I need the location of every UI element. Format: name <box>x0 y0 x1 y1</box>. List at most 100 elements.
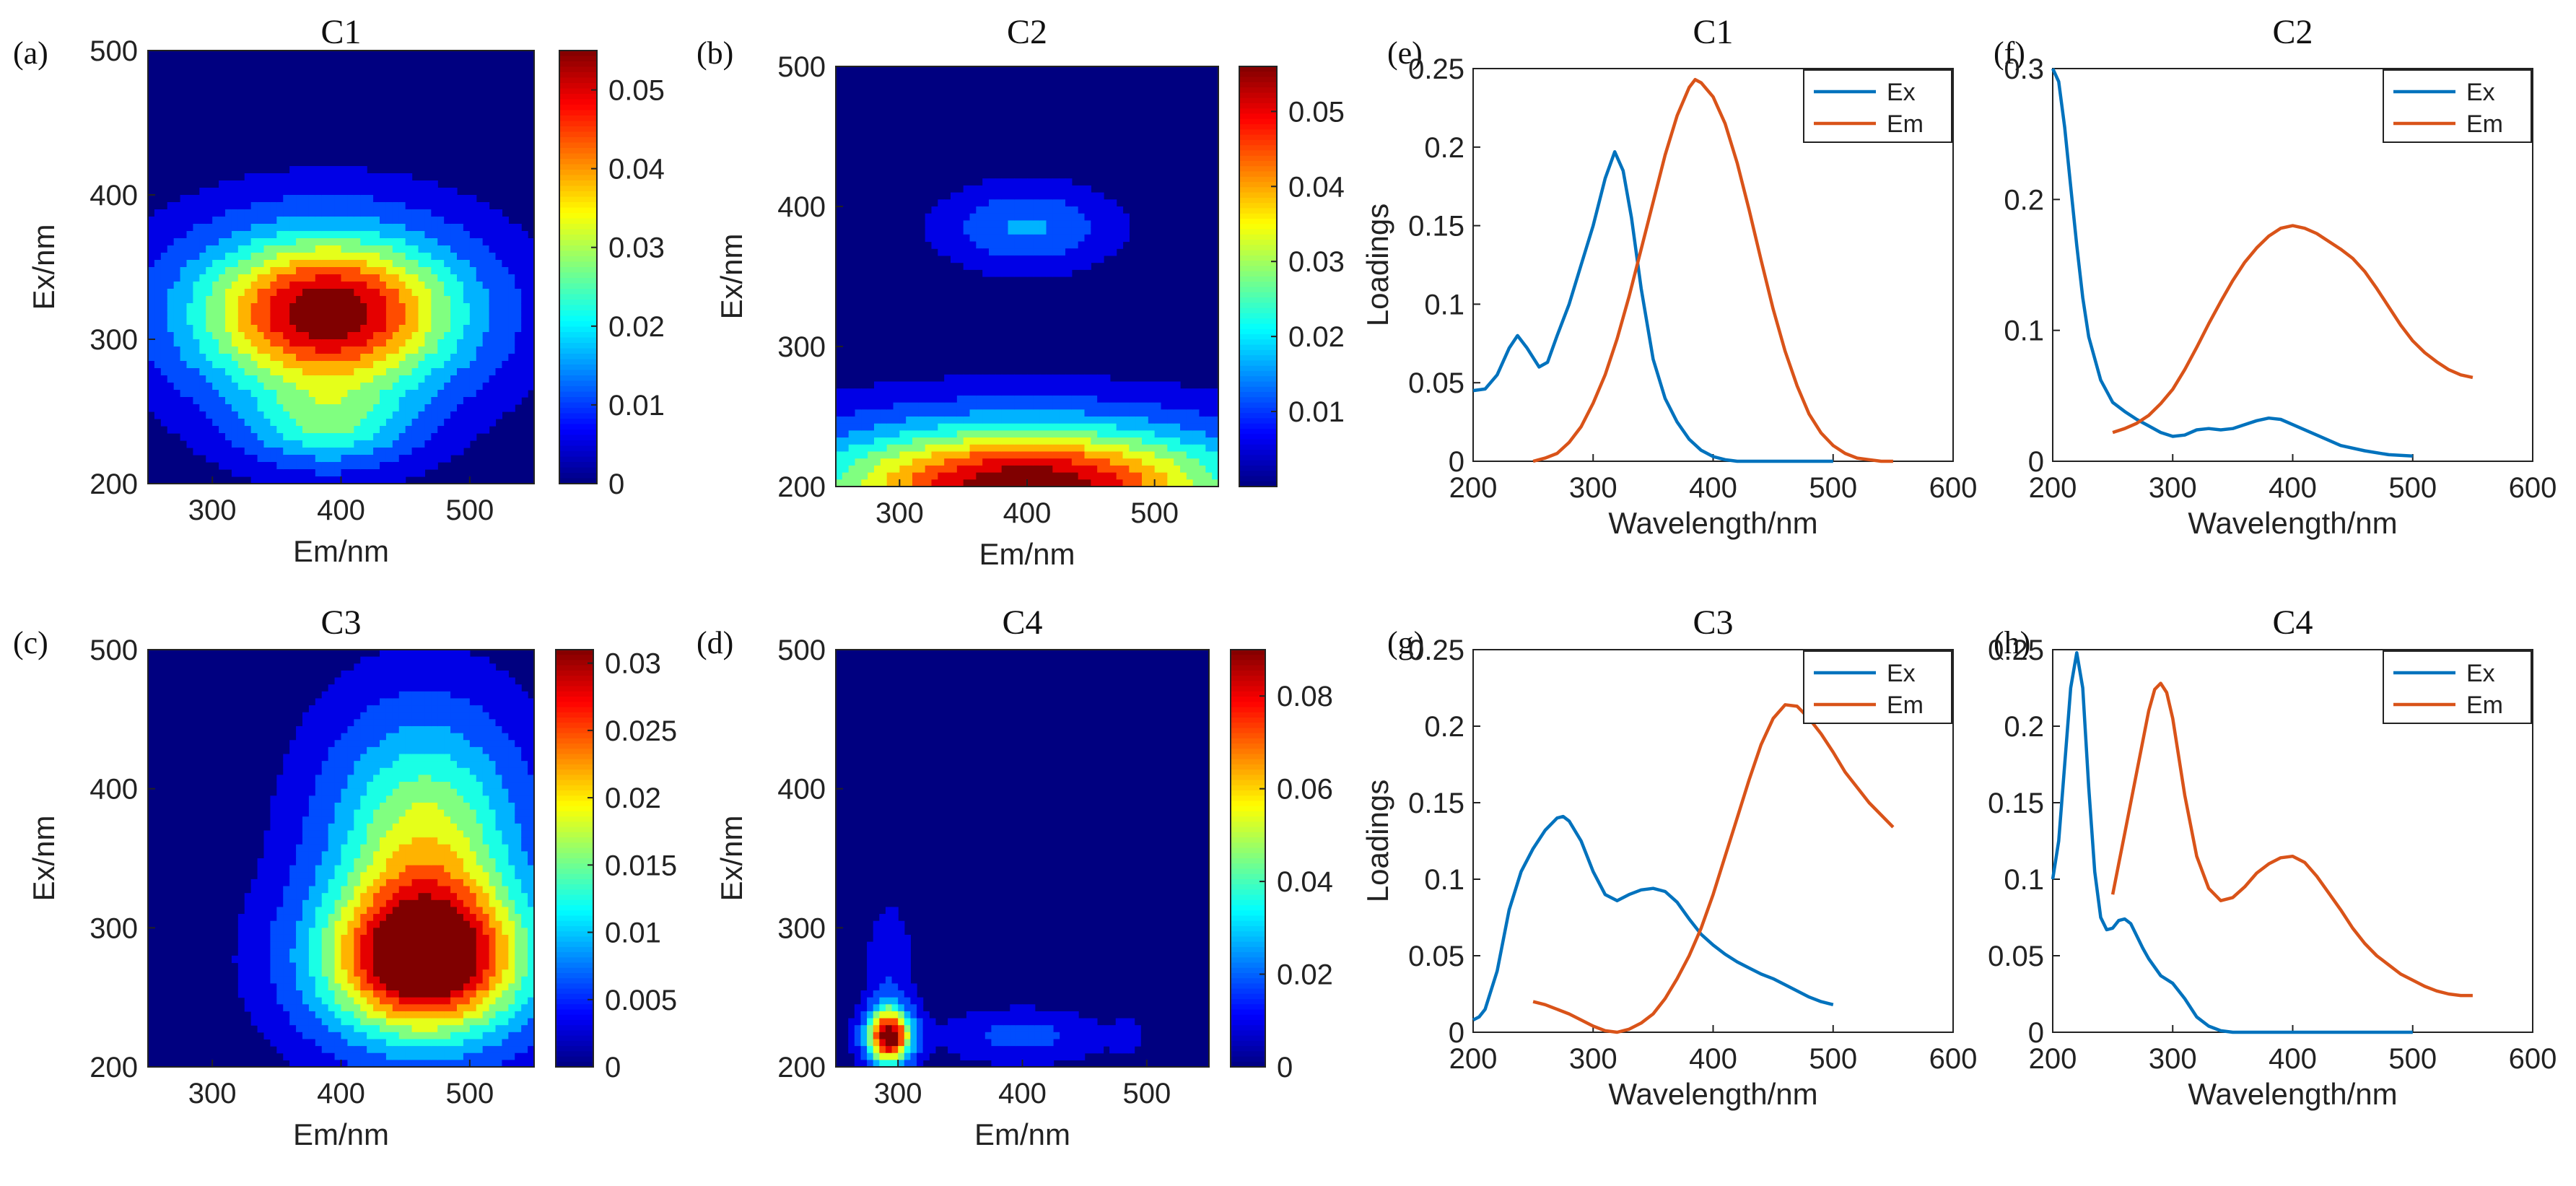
heatmap-cell <box>270 397 277 405</box>
heatmap-cell <box>360 997 367 1005</box>
heatmap-cell <box>302 865 310 873</box>
heatmap-cell <box>437 361 445 369</box>
heatmap-cell <box>360 705 367 713</box>
heatmap-cell <box>283 448 290 455</box>
heatmap-cell <box>199 404 206 412</box>
heatmap-cell <box>257 1018 265 1026</box>
heatmap-cell <box>380 698 387 706</box>
heatmap-cell <box>296 245 303 253</box>
heatmap-cell <box>225 310 232 318</box>
heatmap-cell <box>289 361 297 369</box>
heatmap-cell <box>296 383 303 391</box>
heatmap-cell <box>354 1025 361 1033</box>
colorbar-band <box>559 224 597 230</box>
heatmap-cell <box>315 969 323 977</box>
heatmap-cell <box>283 274 290 282</box>
heatmap-cell <box>1059 472 1066 480</box>
heatmap-cell <box>380 188 387 196</box>
heatmap-cell <box>1008 185 1015 193</box>
heatmap-cell <box>405 209 413 217</box>
heatmap-cell <box>237 934 245 943</box>
heatmap-cell <box>206 289 213 297</box>
heatmap-cell <box>398 754 406 762</box>
heatmap-cell <box>1027 241 1034 249</box>
heatmap-cell <box>219 404 226 412</box>
heatmap-cell <box>380 231 387 239</box>
heatmap-cell <box>385 180 393 188</box>
heatmap-cell <box>289 375 297 383</box>
heatmap-cell <box>373 837 380 845</box>
heatmap-cell <box>225 267 232 275</box>
heatmap-cell <box>437 245 445 253</box>
heatmap-cell <box>944 479 951 487</box>
heatmap-cell <box>354 440 361 448</box>
heatmap-cell <box>167 296 175 304</box>
heatmap-cell <box>360 955 367 964</box>
heatmap-cell <box>148 303 155 311</box>
heatmap-cell <box>231 426 239 434</box>
heatmap-cell <box>1097 395 1104 404</box>
heatmap-cell <box>1065 255 1073 263</box>
heatmap-cell <box>1059 430 1066 438</box>
heatmap-cell <box>398 346 406 354</box>
heatmap-cell <box>328 782 336 790</box>
heatmap-cell <box>373 705 380 713</box>
heatmap-cell <box>951 206 958 214</box>
heatmap-cell <box>276 195 284 203</box>
heatmap-cell <box>515 245 522 253</box>
heatmap-cell <box>495 368 503 376</box>
heatmap-cell <box>1014 255 1021 263</box>
heatmap-cell <box>263 253 271 261</box>
heatmap-cell <box>1091 241 1098 249</box>
colorbar-band <box>1239 292 1277 298</box>
heatmap-cell <box>502 289 509 297</box>
heatmap-cell <box>1039 227 1047 235</box>
heatmap-cell <box>289 296 297 304</box>
heatmap-cell <box>173 217 181 224</box>
heatmap-cell <box>380 390 387 398</box>
heatmap-cell <box>1027 220 1034 228</box>
heatmap-cell <box>982 248 990 256</box>
heatmap-cell <box>1078 192 1086 200</box>
heatmap-cell <box>360 656 367 664</box>
heatmap-cell <box>476 253 484 261</box>
heatmap-cell <box>347 1025 354 1033</box>
heatmap-cell <box>354 368 361 376</box>
heatmap-cell <box>263 1025 271 1033</box>
heatmap-cell <box>302 1032 310 1040</box>
heatmap-cell <box>1097 374 1104 383</box>
heatmap-cell <box>861 437 868 445</box>
heatmap-cell <box>186 296 194 304</box>
heatmap-cell <box>315 310 323 318</box>
heatmap-cell <box>257 375 265 383</box>
heatmap-cell <box>1084 417 1091 424</box>
heatmap-cell <box>270 914 277 922</box>
heatmap-cell <box>931 437 938 445</box>
heatmap-cell <box>385 303 393 311</box>
heatmap-cell <box>489 245 497 253</box>
heatmap-cell <box>1021 241 1028 249</box>
heatmap-cell <box>1021 248 1028 256</box>
heatmap-cell <box>385 788 393 796</box>
heatmap-cell <box>925 423 933 431</box>
heatmap-cell <box>1001 248 1009 256</box>
heatmap-cell <box>1059 479 1066 487</box>
colorbar-band <box>559 326 597 333</box>
heatmap-cell <box>263 983 271 991</box>
heatmap-cell <box>341 1004 349 1012</box>
heatmap-cell <box>173 368 181 376</box>
heatmap-cell <box>263 941 271 949</box>
heatmap-cell <box>373 719 380 727</box>
heatmap-cell <box>328 375 336 383</box>
heatmap-cell <box>199 195 206 203</box>
heatmap-cell <box>263 426 271 434</box>
heatmap-cell <box>237 332 245 340</box>
heatmap-cell <box>360 761 367 769</box>
heatmap-cell <box>328 202 336 210</box>
heatmap-cell <box>354 339 361 347</box>
heatmap-cell <box>482 217 490 224</box>
heatmap-cell <box>411 245 419 253</box>
heatmap-cell <box>315 274 323 282</box>
heatmap-cell <box>1021 227 1028 235</box>
heatmap-cell <box>244 375 252 383</box>
